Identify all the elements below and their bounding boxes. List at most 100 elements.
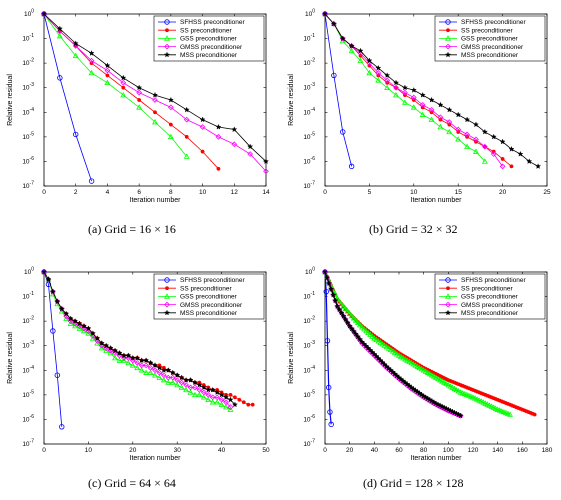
data-point: [446, 128, 453, 135]
data-point: [205, 396, 212, 403]
data-point: [472, 121, 479, 128]
data-point: [384, 72, 391, 78]
x-tick-label: 100: [443, 447, 454, 454]
x-tick-label: 120: [468, 447, 479, 454]
legend-label: GMSS preconditioner: [180, 44, 243, 51]
x-tick-label: 4: [106, 189, 110, 196]
data-point: [326, 280, 333, 287]
data-point: [191, 391, 198, 398]
chart-panel-c: 0 10 20 30 40 50 100 10-1 10-2 10-3 10-4 10-5 10-6 10…: [0, 258, 281, 500]
data-point: [169, 379, 176, 385]
y-tick-label: 10-1: [22, 33, 34, 43]
legend-label: MSS preconditioner: [461, 310, 519, 317]
series-gss-preconditioner: [322, 268, 513, 417]
data-point: [456, 382, 461, 387]
legend-marker: [445, 277, 451, 283]
data-point: [120, 79, 127, 86]
data-point: [54, 298, 61, 305]
data-point: [348, 312, 355, 319]
data-point: [365, 329, 372, 336]
data-point: [54, 372, 61, 378]
legend-marker: [444, 309, 452, 316]
series-line: [324, 13, 512, 167]
data-point: [340, 313, 347, 319]
data-point: [67, 320, 74, 326]
legend-label: GSS preconditioner: [461, 294, 519, 301]
data-point: [338, 309, 345, 316]
data-point: [227, 404, 234, 411]
y-axis-label: Relative residual: [288, 74, 295, 126]
y-tick-label: 10-2: [22, 58, 34, 68]
data-point: [535, 163, 542, 169]
legend-marker: [164, 277, 170, 283]
data-point: [231, 401, 238, 408]
data-point: [147, 359, 154, 366]
data-point: [490, 133, 497, 140]
data-point: [381, 361, 388, 368]
data-point: [80, 322, 87, 329]
data-point: [246, 402, 251, 407]
legend-marker: [164, 19, 170, 25]
data-point: [156, 364, 163, 371]
data-point: [120, 91, 127, 98]
data-point: [350, 328, 357, 334]
y-tick-label: 10-1: [303, 291, 315, 301]
series-gmss-preconditioner: [322, 11, 506, 170]
data-point: [165, 367, 172, 373]
y-tick-label: 10-5: [22, 389, 34, 399]
y-tick-label: 10-2: [22, 316, 34, 326]
data-point: [125, 359, 132, 366]
chart-d-svg: 0 20 40 60 80 100 120 140 160 180 100 10-1 10-2 10-3 1…: [288, 267, 553, 463]
data-point: [187, 376, 194, 383]
data-point: [103, 342, 110, 349]
data-point: [375, 64, 382, 71]
data-point: [50, 328, 56, 334]
data-point: [167, 104, 174, 111]
chart-caption-a: (a) Grid = 16 × 16: [88, 222, 176, 236]
data-point: [174, 381, 181, 388]
data-point: [339, 37, 346, 44]
data-point: [338, 300, 345, 307]
y-tick-label: 10-6: [303, 414, 315, 424]
legend-marker: [164, 43, 170, 50]
y-tick-label: 10-5: [303, 131, 315, 141]
data-point: [156, 374, 163, 380]
data-point: [174, 377, 181, 383]
x-tick-label: 40: [218, 447, 226, 454]
data-point: [406, 358, 413, 364]
data-point: [505, 401, 510, 406]
data-point: [481, 158, 488, 164]
y-tick-label: 10-3: [22, 340, 34, 350]
legend-marker: [445, 301, 451, 308]
data-point: [455, 136, 462, 142]
data-point: [98, 340, 105, 346]
data-point: [161, 372, 167, 379]
data-point: [346, 322, 353, 329]
data-point: [196, 391, 203, 398]
data-point: [369, 349, 376, 355]
data-point: [183, 116, 190, 123]
data-point: [321, 268, 329, 275]
x-tick-label: 20: [346, 447, 354, 454]
y-tick-label: 10-1: [303, 33, 315, 43]
y-tick-label: 10-3: [22, 82, 34, 92]
y-tick-label: 10-3: [303, 82, 315, 92]
legend-marker: [163, 309, 171, 316]
data-point: [160, 376, 167, 383]
data-point: [391, 349, 398, 355]
data-point: [410, 87, 417, 93]
data-point: [383, 343, 390, 350]
data-point: [168, 122, 173, 127]
data-point: [151, 362, 159, 368]
legend-marker: [164, 293, 170, 299]
x-axis-label: Iteration number: [130, 455, 182, 462]
data-point: [481, 392, 486, 396]
x-tick-label: 0: [42, 189, 46, 196]
data-point: [153, 110, 157, 115]
data-point: [58, 305, 65, 312]
series-line: [324, 13, 503, 167]
chart-caption-d: (d) Grid = 128 × 128: [363, 476, 464, 490]
legend-label: MSS preconditioner: [461, 52, 519, 59]
data-point: [107, 349, 114, 356]
data-point: [138, 367, 145, 373]
